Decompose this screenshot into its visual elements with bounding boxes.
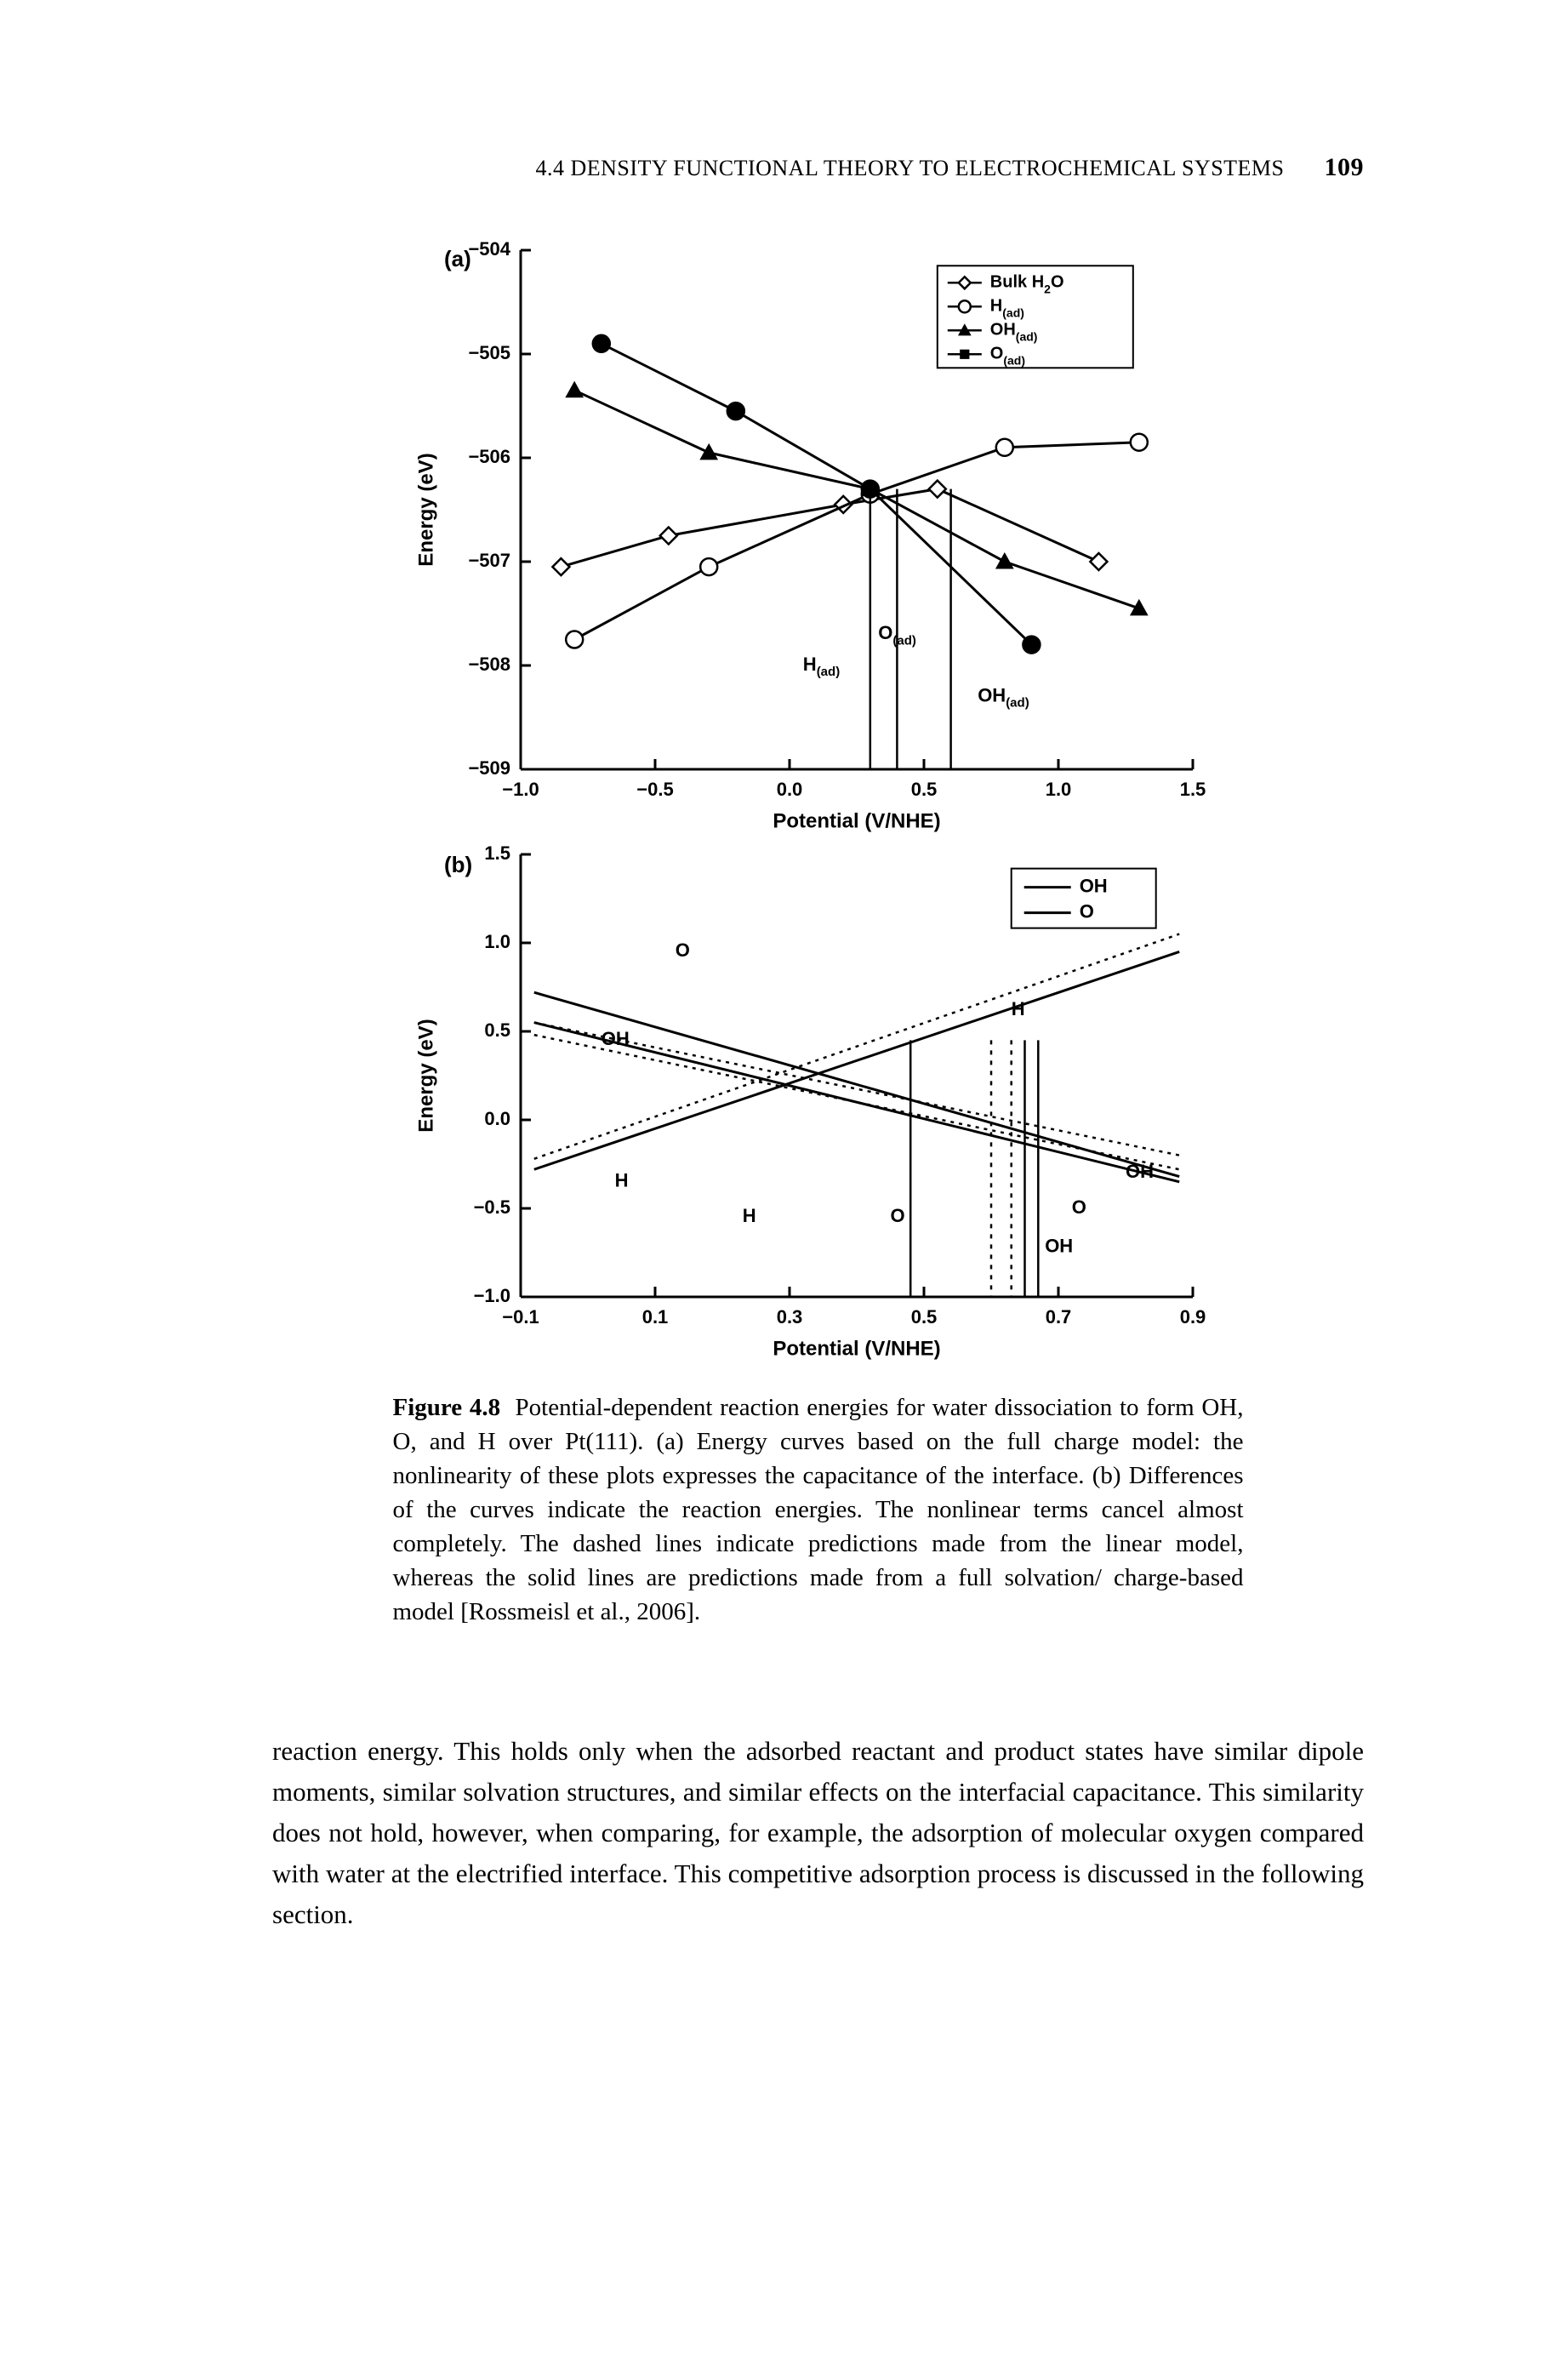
svg-text:Potential (V/NHE): Potential (V/NHE)	[773, 1337, 940, 1360]
chart-b-svg: (b) −1.0 −0.5 0.0 0.5 1.0 1.5 −0.1 0.1 0.3 0.5 0.7 0…	[393, 837, 1244, 1365]
svg-text:0.0: 0.0	[776, 779, 802, 800]
svg-text:(b): (b)	[444, 852, 472, 877]
svg-text:−0.5: −0.5	[473, 1196, 510, 1218]
svg-text:(a): (a)	[444, 246, 471, 271]
svg-text:H: H	[614, 1170, 628, 1191]
svg-text:H: H	[1011, 998, 1024, 1019]
caption-label: Figure 4.8	[393, 1394, 501, 1421]
svg-text:Energy (eV): Energy (eV)	[414, 1019, 437, 1132]
svg-text:−1.0: −1.0	[502, 779, 539, 800]
body-paragraph: reaction energy. This holds only when th…	[272, 1731, 1364, 1935]
svg-text:H(ad): H(ad)	[802, 654, 839, 680]
svg-text:0.1: 0.1	[641, 1306, 668, 1328]
svg-text:0.9: 0.9	[1179, 1306, 1206, 1328]
figure-caption: Figure 4.8 Potential-dependent reaction …	[393, 1390, 1244, 1629]
svg-text:−509: −509	[468, 757, 510, 779]
svg-text:1.0: 1.0	[484, 931, 510, 952]
svg-text:−507: −507	[468, 550, 510, 571]
figure-4-8: (a) −509 −508 −507 −506 −505 −504 −1.0 −0.5 0.0 0.…	[393, 225, 1244, 1629]
svg-text:0.5: 0.5	[910, 1306, 937, 1328]
svg-text:OH: OH	[1045, 1236, 1073, 1257]
svg-text:0.0: 0.0	[484, 1108, 510, 1129]
svg-text:−505: −505	[468, 342, 510, 363]
svg-text:−506: −506	[468, 446, 510, 467]
running-header: 4.4 DENSITY FUNCTIONAL THEORY TO ELECTRO…	[272, 153, 1364, 182]
svg-text:OH: OH	[601, 1028, 629, 1049]
svg-text:OH(ad): OH(ad)	[978, 684, 1029, 711]
svg-text:O: O	[1079, 900, 1093, 922]
svg-text:0.3: 0.3	[776, 1306, 802, 1328]
svg-text:0.5: 0.5	[910, 779, 937, 800]
svg-text:−508: −508	[468, 654, 510, 675]
svg-text:1.5: 1.5	[1179, 779, 1206, 800]
svg-text:0.5: 0.5	[484, 1019, 510, 1041]
svg-text:O: O	[1071, 1196, 1086, 1218]
svg-text:OH: OH	[1079, 875, 1107, 896]
svg-text:O: O	[675, 939, 689, 961]
svg-text:1.5: 1.5	[484, 842, 510, 864]
figure-4-8a: (a) −509 −508 −507 −506 −505 −504 −1.0 −0.5 0.0 0.…	[393, 225, 1244, 837]
svg-text:−504: −504	[468, 238, 510, 260]
svg-text:Potential (V/NHE): Potential (V/NHE)	[773, 809, 940, 832]
svg-text:0.7: 0.7	[1045, 1306, 1071, 1328]
svg-text:−0.5: −0.5	[636, 779, 673, 800]
chart-a-svg: (a) −509 −508 −507 −506 −505 −504 −1.0 −0.5 0.0 0.…	[393, 225, 1244, 837]
svg-text:−0.1: −0.1	[502, 1306, 539, 1328]
section-title: 4.4 DENSITY FUNCTIONAL THEORY TO ELECTRO…	[535, 156, 1284, 180]
svg-text:1.0: 1.0	[1045, 779, 1071, 800]
svg-text:H: H	[742, 1205, 755, 1226]
caption-text: Potential-dependent reaction energies fo…	[393, 1394, 1244, 1625]
page-number: 109	[1325, 153, 1365, 181]
svg-text:OH: OH	[1126, 1161, 1154, 1182]
figure-4-8b: (b) −1.0 −0.5 0.0 0.5 1.0 1.5 −0.1 0.1 0.3 0.5 0.7 0…	[393, 837, 1244, 1365]
svg-text:Energy (eV): Energy (eV)	[414, 453, 437, 566]
svg-text:−1.0: −1.0	[473, 1285, 510, 1306]
svg-text:O: O	[890, 1205, 904, 1226]
